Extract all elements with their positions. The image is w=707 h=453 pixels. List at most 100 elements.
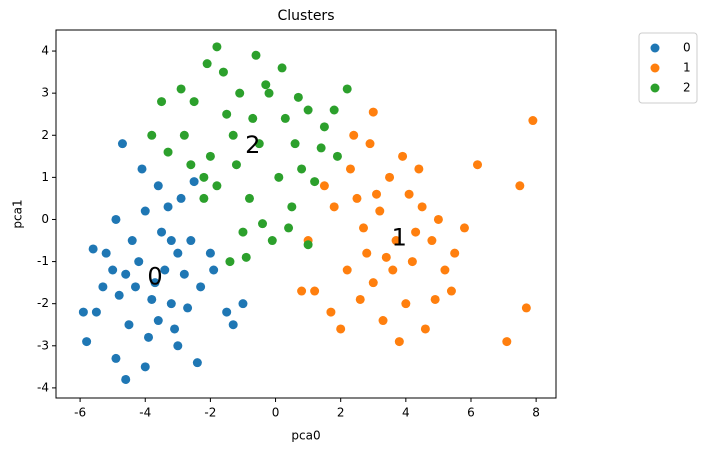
point [411,227,421,237]
point [186,160,196,170]
point [368,107,378,117]
point [378,316,388,326]
point [248,113,258,123]
legend-marker [650,83,660,93]
point [319,122,329,132]
point [153,181,163,191]
point [310,286,320,296]
point [381,252,391,262]
legend-label: 2 [683,81,691,95]
point [108,265,118,275]
point [329,202,339,212]
point [121,374,131,384]
point [140,362,150,372]
point [352,193,362,203]
point [160,265,170,275]
point [375,206,385,216]
y-tick-label: 4 [41,44,49,58]
point [134,257,144,267]
point [297,286,307,296]
point [192,358,202,368]
point [332,151,342,161]
point [355,294,365,304]
point [228,320,238,330]
point [446,286,456,296]
cluster-label: 1 [392,224,407,252]
point [147,294,157,304]
point [189,97,199,107]
point [88,244,98,254]
point [287,202,297,212]
point [293,92,303,102]
point [147,130,157,140]
x-axis-label: pca0 [291,429,320,443]
point [179,130,189,140]
legend-marker [650,63,660,73]
point [228,130,238,140]
point [153,316,163,326]
point [329,105,339,115]
point [157,227,167,237]
y-tick-label: -2 [37,296,49,310]
point [284,223,294,233]
point [401,299,411,309]
series [297,107,538,347]
point [157,97,167,107]
point [117,139,127,149]
point [450,248,460,258]
x-tick-label: 8 [532,406,540,420]
point [121,269,131,279]
point [280,113,290,123]
point [274,172,284,182]
point [244,193,254,203]
point [258,219,268,229]
point [342,265,352,275]
plot-frame [55,29,557,399]
y-tick-label: -1 [37,254,49,268]
point [163,202,173,212]
point [251,50,261,60]
point [144,332,154,342]
point [427,236,437,246]
point [130,282,140,292]
point [189,177,199,187]
point [205,151,215,161]
x-tick-label: -4 [139,406,151,420]
point [472,160,482,170]
point [368,278,378,288]
point [176,193,186,203]
y-tick-label: -4 [37,380,49,394]
point [212,181,222,191]
point [345,164,355,174]
point [303,105,313,115]
point [277,63,287,73]
legend-marker [650,43,660,53]
point [124,320,134,330]
point [420,324,430,334]
point [385,172,395,182]
point [528,116,538,126]
point [209,265,219,275]
x-tick-label: 6 [467,406,475,420]
point [199,193,209,203]
y-axis-label: pca1 [11,199,25,228]
point [261,80,271,90]
point [225,257,235,267]
point [212,42,222,52]
cluster-label: 2 [245,131,260,159]
point [137,164,147,174]
point [394,337,404,347]
point [114,290,124,300]
point [176,84,186,94]
point [166,299,176,309]
y-tick-label: 1 [41,170,49,184]
point [303,240,313,250]
series [78,139,248,384]
point [336,324,346,334]
point [127,236,137,246]
point [183,303,193,313]
x-tick-label: 0 [272,406,280,420]
y-tick-label: 3 [41,86,49,100]
point [430,294,440,304]
